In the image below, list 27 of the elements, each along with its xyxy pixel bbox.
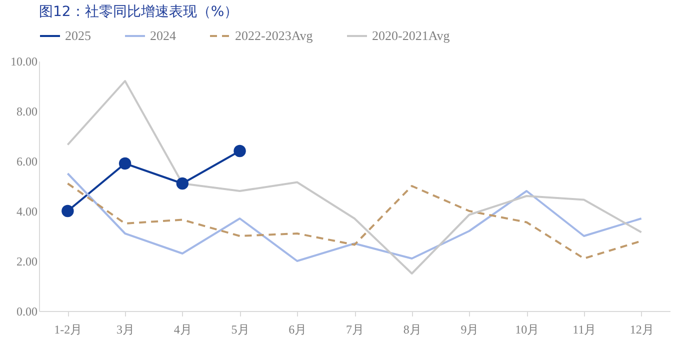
x-tick-label: 5月	[231, 322, 250, 336]
y-tick-label: 2.00	[16, 254, 38, 268]
y-tick-label: 6.00	[16, 154, 38, 168]
point	[62, 204, 74, 218]
chart-title: 图12：社零同比增速表现（%）	[39, 4, 238, 20]
y-tick-label: 10.00	[10, 54, 38, 68]
legend-label: 2020-2021Avg	[372, 28, 450, 43]
x-tick-label: 10月	[515, 322, 540, 336]
x-tick-label: 3月	[116, 322, 135, 336]
x-tick-label: 11月	[572, 322, 596, 336]
x-tick-label: 12月	[630, 322, 654, 336]
x-tick-label: 4月	[174, 322, 192, 336]
legend-label: 2024	[150, 28, 176, 43]
x-tick-label: 7月	[346, 322, 364, 336]
legend-label: 2025	[65, 28, 91, 43]
point	[118, 157, 132, 170]
x-tick-label: 6月	[288, 322, 307, 336]
x-tick-label: 1-2月	[54, 322, 82, 336]
x-tick-label: 8月	[403, 322, 422, 336]
legend-label: 2022-2023Avg	[235, 28, 314, 43]
y-tick-label: 0.00	[16, 304, 38, 318]
x-tick-label: 9月	[460, 322, 479, 336]
y-tick-label: 4.00	[16, 204, 38, 218]
point	[234, 144, 246, 158]
line-series	[66, 80, 642, 274]
y-tick-label: 8.00	[16, 104, 38, 118]
point	[176, 177, 189, 190]
